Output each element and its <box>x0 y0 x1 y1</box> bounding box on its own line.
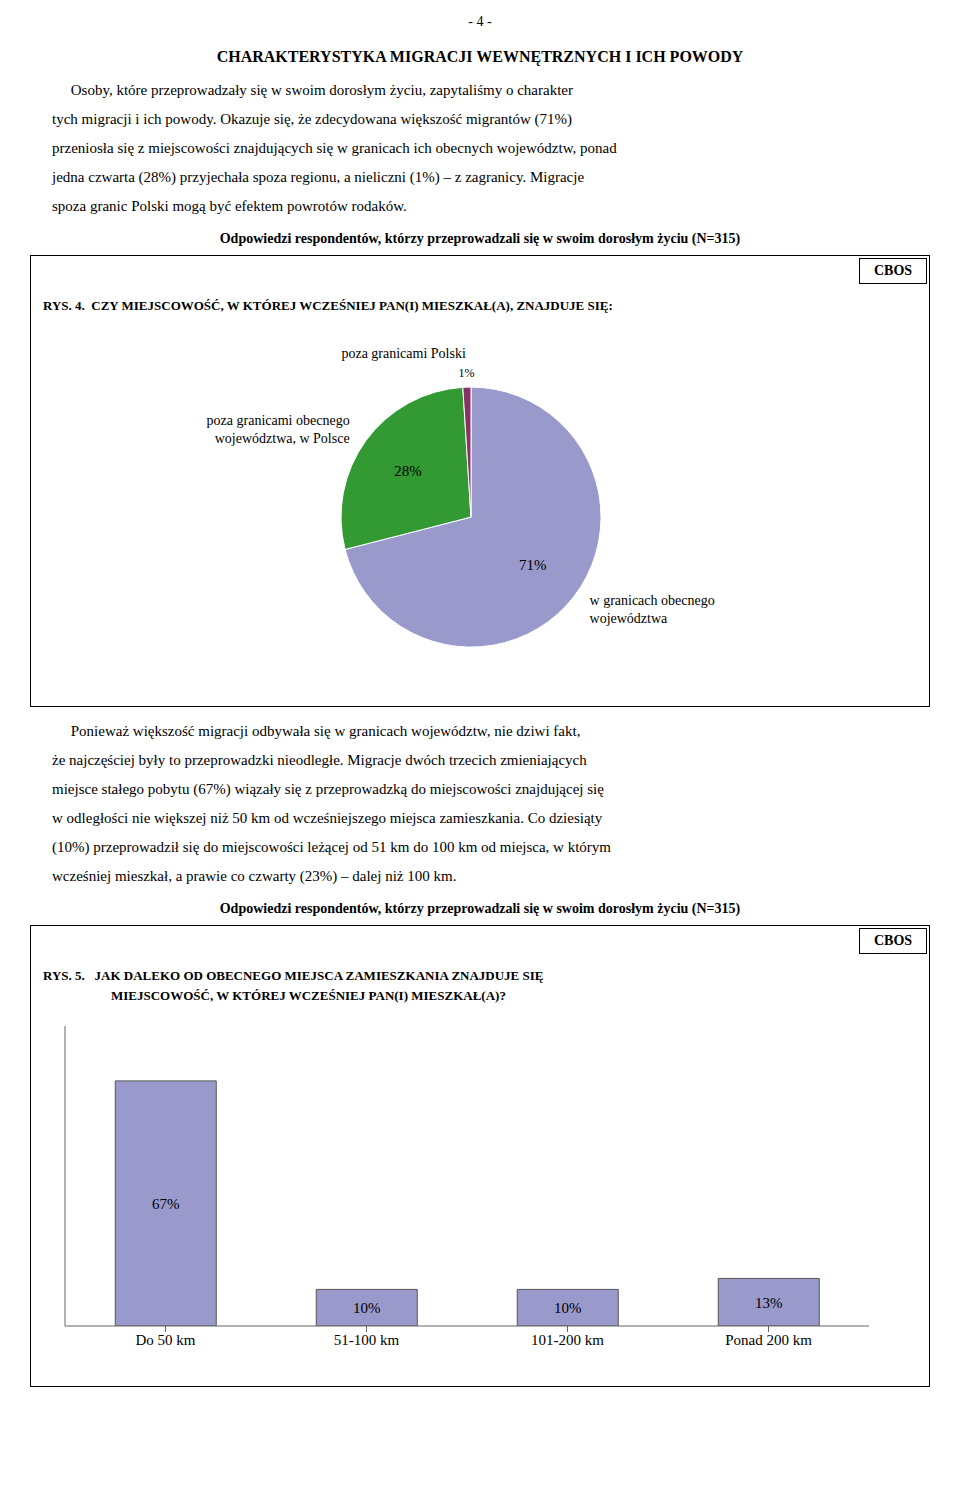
svg-text:67%: 67% <box>152 1196 180 1212</box>
svg-text:Ponad 200 km: Ponad 200 km <box>725 1332 812 1348</box>
html-text:CHARAKTERYSTYKA MIGRACJI WEWNĘ: CHARAKTERYSTYKA MIGRACJI WEWNĘTRZNYCH I … <box>216 48 744 65</box>
svg-text:poza granicami obecnegowojewód: poza granicami obecnegowojewództwa, w Po… <box>207 412 350 445</box>
html-text:Odpowiedzi respondentów, którz: Odpowiedzi respondentów, którzy przeprow… <box>219 901 741 916</box>
svg-text:w granicach obecnegowojewództw: w granicach obecnegowojewództwa <box>590 593 715 626</box>
html-text:spoza granic Polski mogą być e: spoza granic Polski mogą być efektem pow… <box>52 198 407 214</box>
html-text:RYS. 5. JAK DALEKO OD OBECNEGO: RYS. 5. JAK DALEKO OD OBECNEGO MIEJSCA Z… <box>43 968 544 983</box>
html-text:CBOS: CBOS <box>873 933 913 948</box>
svg-text:28%: 28% <box>394 463 422 479</box>
html-text:że najczęściej były to przepro: że najczęściej były to przeprowadzki nie… <box>52 752 587 768</box>
html-text:wcześniej mieszkał, a prawie c: wcześniej mieszkał, a prawie co czwarty … <box>52 868 457 884</box>
html-text:w odległości nie większej niż: w odległości nie większej niż 50 km od w… <box>52 810 603 826</box>
svg-text:13%: 13% <box>755 1295 783 1311</box>
html-text:RYS. 4. CZY MIEJSCOWOŚĆ, W KTÓ: RYS. 4. CZY MIEJSCOWOŚĆ, W KTÓREJ WCZEŚN… <box>43 298 613 313</box>
svg-text:1%: 1% <box>458 366 474 380</box>
svg-text:101-200 km: 101-200 km <box>531 1332 604 1348</box>
html-text:- 4 -: - 4 - <box>468 14 492 29</box>
svg-text:poza granicami Polski: poza granicami Polski <box>341 346 466 361</box>
svg-text:71%: 71% <box>519 557 547 573</box>
html-text:MIEJSCOWOŚĆ, W KTÓREJ WCZEŚNIE: MIEJSCOWOŚĆ, W KTÓREJ WCZEŚNIEJ PAN(I) M… <box>111 988 506 1003</box>
html-text:tych migracji i ich powody. Ok: tych migracji i ich powody. Okazuje się,… <box>52 111 573 127</box>
html-text:Ponieważ większość migracji od: Ponieważ większość migracji odbywała się… <box>52 723 581 739</box>
svg-text:Do 50 km: Do 50 km <box>136 1332 196 1348</box>
html-text:Odpowiedzi respondentów, którz: Odpowiedzi respondentów, którzy przeprow… <box>219 231 741 246</box>
svg-text:51-100 km: 51-100 km <box>334 1332 400 1348</box>
svg-text:10%: 10% <box>554 1300 582 1316</box>
html-text:jedna czwarta (28%) przyjechał: jedna czwarta (28%) przyjechała spoza re… <box>52 169 585 185</box>
html-text:CBOS: CBOS <box>873 263 913 278</box>
html-text:przeniosła się z miejscowości: przeniosła się z miejscowości znajdujący… <box>52 140 617 156</box>
html-text:Osoby, które przeprowadzały si: Osoby, które przeprowadzały się w swoim … <box>52 82 573 98</box>
svg-text:10%: 10% <box>353 1300 381 1316</box>
html-text:(10%) przeprowadził się do mie: (10%) przeprowadził się do miejscowości … <box>52 839 611 855</box>
html-text:miejsce stałego pobytu (67%) w: miejsce stałego pobytu (67%) wiązały się… <box>52 781 604 797</box>
